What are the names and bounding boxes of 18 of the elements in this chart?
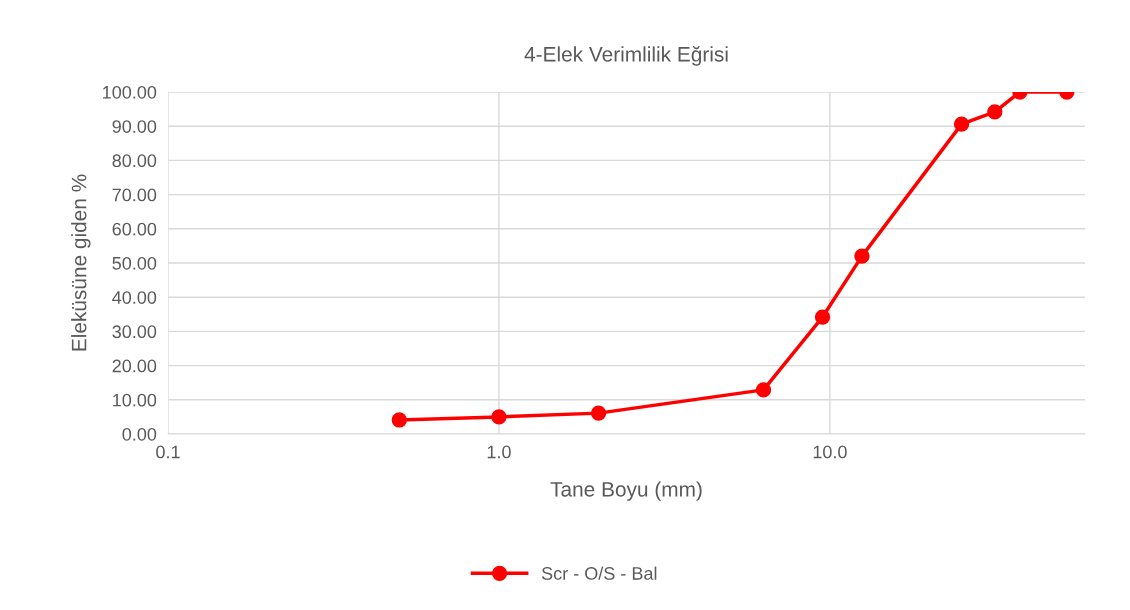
x-tick-label: 1.0	[487, 445, 511, 459]
y-tick-label: 90.00	[112, 120, 157, 133]
chart-title: 4-Elek Verimlilik Eğrisi	[524, 46, 728, 66]
y-tick-label: 0.00	[122, 427, 157, 441]
x-tick-label: 0.1	[156, 445, 180, 459]
y-axis-title: Eleküsüne giden %	[71, 174, 91, 351]
y-tick-label: 10.00	[113, 393, 157, 407]
y-tick-label: 100.00	[103, 85, 157, 99]
y-tick-label: 40.00	[112, 291, 157, 304]
y-tick-label: 70.00	[112, 188, 157, 202]
y-tick-label: 60.00	[112, 222, 157, 236]
x-tick-label: 10.0	[813, 445, 847, 459]
y-tick-label: 50.00	[112, 256, 157, 270]
y-tick-label: 30.00	[112, 325, 157, 339]
legend-label: Scr - O/S - Bal	[541, 566, 657, 580]
x-axis-title: Tane Boyu (mm)	[550, 481, 702, 501]
y-tick-label: 20.00	[112, 359, 157, 373]
y-tick-label: 80.00	[112, 154, 157, 168]
